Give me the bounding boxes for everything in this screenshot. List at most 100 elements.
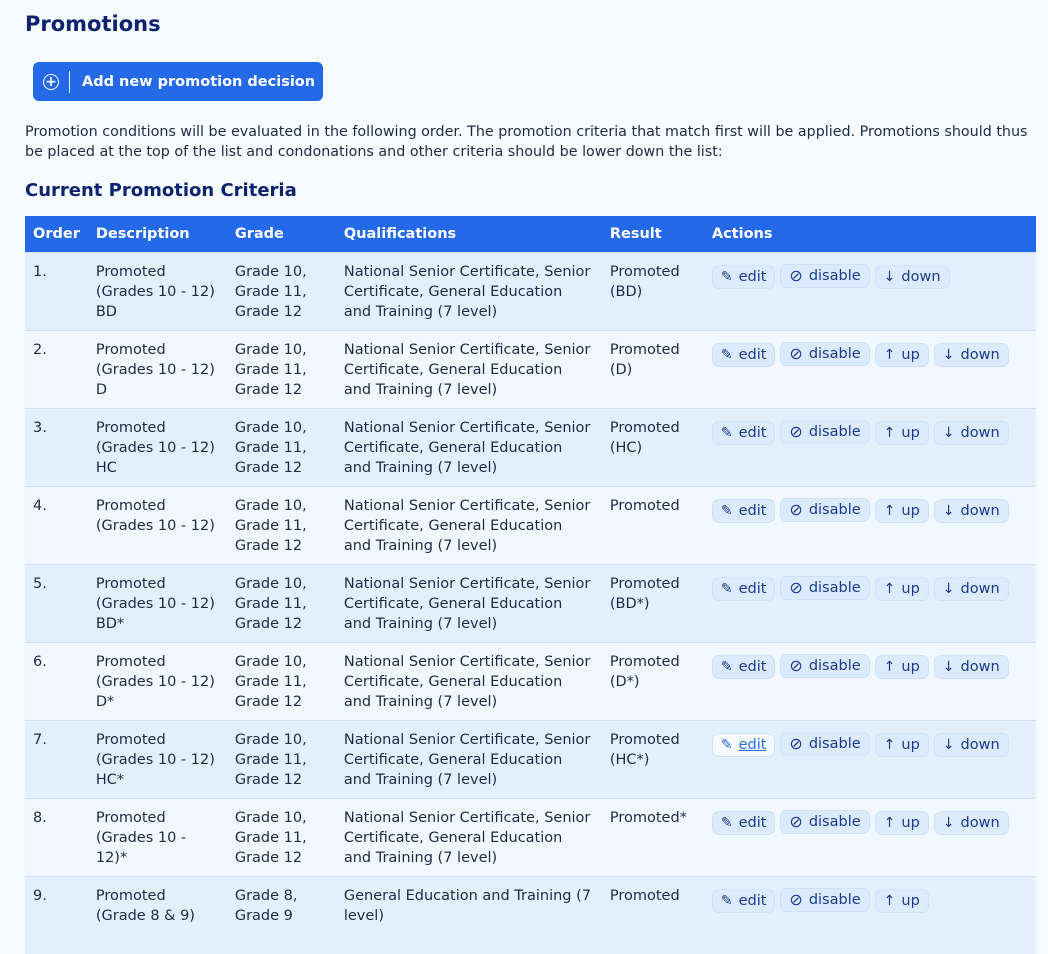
cell-qualifications: National Senior Certificate, Senior Cert… <box>336 487 602 565</box>
table-row: 5.Promoted (Grades 10 - 12) BD*Grade 10,… <box>25 565 1036 643</box>
disable-label: disable <box>809 266 861 286</box>
up-label: up <box>901 657 919 677</box>
disable-button[interactable]: ⊘disable <box>780 732 869 756</box>
down-label: down <box>961 423 1000 443</box>
down-button[interactable]: ↓down <box>934 733 1009 757</box>
edit-button[interactable]: ✎edit <box>712 343 776 367</box>
cell-description: Promoted (Grades 10 - 12) HC* <box>88 721 227 799</box>
cell-grade: Grade 10, Grade 11, Grade 12 <box>227 253 336 331</box>
cell-actions: ✎edit⊘disable↑up↓down <box>704 487 1036 565</box>
cell-actions: ✎edit⊘disable↑up↓down <box>704 409 1036 487</box>
up-label: up <box>901 813 919 833</box>
disable-button[interactable]: ⊘disable <box>780 810 869 834</box>
pencil-icon: ✎ <box>721 657 733 677</box>
down-button[interactable]: ↓down <box>934 421 1009 445</box>
up-button[interactable]: ↑up <box>875 343 929 367</box>
cell-qualifications: National Senior Certificate, Senior Cert… <box>336 565 602 643</box>
cell-description: Promoted (Grades 10 - 12)* <box>88 799 227 877</box>
cell-order: 8. <box>25 799 88 877</box>
disable-button[interactable]: ⊘disable <box>780 888 869 912</box>
down-button[interactable]: ↓down <box>934 577 1009 601</box>
edit-label: edit <box>739 813 767 833</box>
down-button[interactable]: ↓down <box>934 811 1009 835</box>
up-label: up <box>901 501 919 521</box>
down-button[interactable]: ↓down <box>875 265 950 289</box>
edit-button[interactable]: ✎edit <box>712 577 776 601</box>
cell-result: Promoted (BD) <box>602 253 704 331</box>
edit-label: edit <box>739 423 767 443</box>
disable-button[interactable]: ⊘disable <box>780 342 869 366</box>
down-button[interactable]: ↓down <box>934 499 1009 523</box>
cell-grade: Grade 10, Grade 11, Grade 12 <box>227 643 336 721</box>
arrow-up-icon: ↑ <box>884 423 896 443</box>
disable-label: disable <box>809 500 861 520</box>
edit-label: edit <box>739 501 767 521</box>
edit-button[interactable]: ✎edit <box>712 733 776 757</box>
down-button[interactable]: ↓down <box>934 343 1009 367</box>
ban-icon: ⊘ <box>789 266 802 286</box>
arrow-down-icon: ↓ <box>943 501 955 521</box>
disable-button[interactable]: ⊘disable <box>780 420 869 444</box>
pencil-icon: ✎ <box>721 267 733 287</box>
cell-description: Promoted (Grades 10 - 12) BD <box>88 253 227 331</box>
disable-label: disable <box>809 578 861 598</box>
cell-grade: Grade 10, Grade 11, Grade 12 <box>227 721 336 799</box>
cell-qualifications: National Senior Certificate, Senior Cert… <box>336 643 602 721</box>
arrow-up-icon: ↑ <box>884 579 896 599</box>
up-button[interactable]: ↑up <box>875 733 929 757</box>
cell-actions: ✎edit⊘disable↑up↓down <box>704 799 1036 877</box>
arrow-up-icon: ↑ <box>884 501 896 521</box>
up-label: up <box>901 891 919 911</box>
arrow-down-icon: ↓ <box>943 657 955 677</box>
down-button[interactable]: ↓down <box>934 655 1009 679</box>
up-button[interactable]: ↑up <box>875 499 929 523</box>
arrow-up-icon: ↑ <box>884 735 896 755</box>
arrow-down-icon: ↓ <box>884 267 896 287</box>
down-label: down <box>961 813 1000 833</box>
cell-description: Promoted (Grades 10 - 12) BD* <box>88 565 227 643</box>
up-label: up <box>901 423 919 443</box>
cell-qualifications: National Senior Certificate, Senior Cert… <box>336 799 602 877</box>
arrow-down-icon: ↓ <box>943 579 955 599</box>
add-promotion-decision-button[interactable]: + Add new promotion decision <box>33 62 323 101</box>
up-button[interactable]: ↑up <box>875 421 929 445</box>
table-row: 9.Promoted (Grade 8 & 9)Grade 8, Grade 9… <box>25 877 1036 954</box>
disable-button[interactable]: ⊘disable <box>780 576 869 600</box>
disable-button[interactable]: ⊘ disable <box>780 498 869 522</box>
edit-button[interactable]: ✎edit <box>712 655 776 679</box>
cell-actions: ✎edit⊘disable↑up <box>704 877 1036 954</box>
cell-result: Promoted (D) <box>602 331 704 409</box>
edit-button[interactable]: ✎edit <box>712 811 776 835</box>
arrow-up-icon: ↑ <box>884 345 896 365</box>
ban-icon: ⊘ <box>789 422 802 442</box>
cell-actions: ✎ edit ⊘ disable ↓down <box>704 253 1036 331</box>
cell-qualifications: National Senior Certificate, Senior Cert… <box>336 253 602 331</box>
edit-button[interactable]: ✎edit <box>712 889 776 913</box>
ban-icon: ⊘ <box>789 500 802 520</box>
up-button[interactable]: ↑up <box>875 655 929 679</box>
disable-label: disable <box>809 890 861 910</box>
edit-label: edit <box>739 267 767 287</box>
down-label: down <box>961 345 1000 365</box>
disable-button[interactable]: ⊘ disable <box>780 264 869 288</box>
up-button[interactable]: ↑up <box>875 577 929 601</box>
header-description: Description <box>88 216 227 253</box>
header-order: Order <box>25 216 88 253</box>
edit-button[interactable]: ✎edit <box>712 421 776 445</box>
down-label: down <box>961 735 1000 755</box>
up-button[interactable]: ↑up <box>875 811 929 835</box>
up-label: up <box>901 735 919 755</box>
cell-description: Promoted (Grade 8 & 9) <box>88 877 227 954</box>
edit-button[interactable]: ✎edit <box>712 499 776 523</box>
ban-icon: ⊘ <box>789 812 802 832</box>
disable-button[interactable]: ⊘disable <box>780 654 869 678</box>
add-button-label: Add new promotion decision <box>82 74 315 90</box>
cell-result: Promoted* <box>602 799 704 877</box>
cell-actions: ✎edit⊘disable↑up↓down <box>704 643 1036 721</box>
cell-qualifications: National Senior Certificate, Senior Cert… <box>336 409 602 487</box>
table-row: 7.Promoted (Grades 10 - 12) HC*Grade 10,… <box>25 721 1036 799</box>
cell-actions: ✎edit⊘disable↑up↓down <box>704 331 1036 409</box>
up-button[interactable]: ↑up <box>875 889 929 913</box>
edit-button[interactable]: ✎ edit <box>712 265 776 289</box>
